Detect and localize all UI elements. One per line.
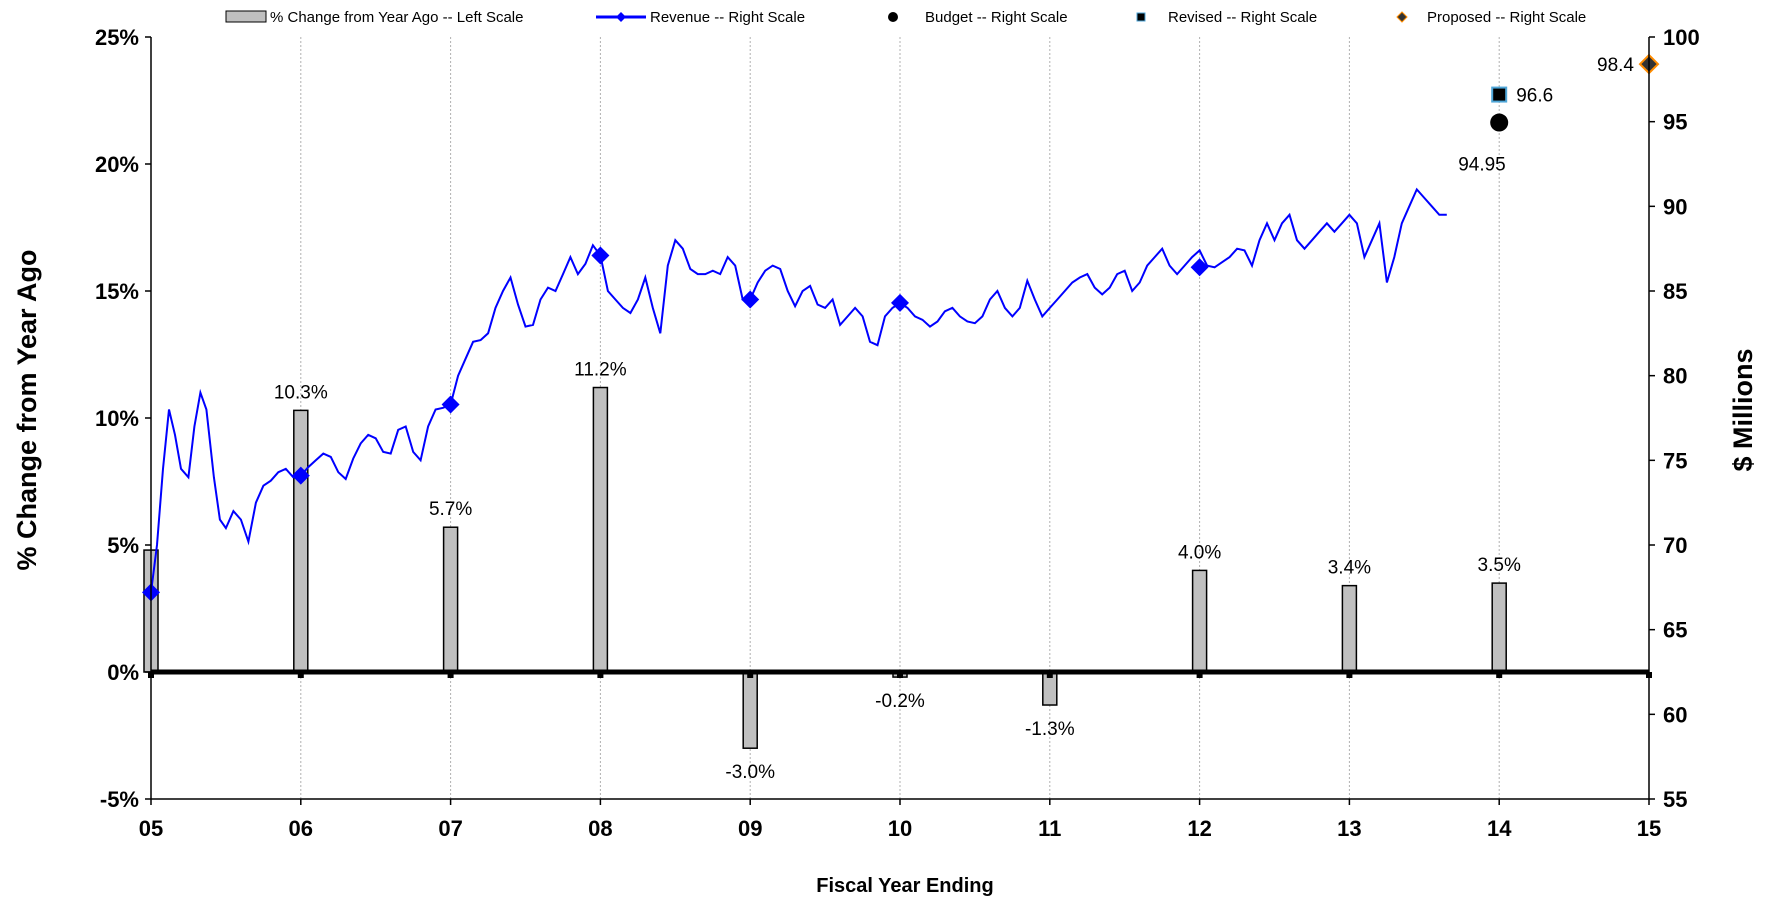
budget-revised-proposed-points: 94.95 96.6 98.4 (1458, 53, 1660, 176)
bar-label-12: 4.0% (1178, 542, 1221, 563)
right-tick-label: 95 (1663, 110, 1687, 135)
revenue-line (150, 187, 1447, 593)
zero-tick-07 (447, 672, 454, 678)
right-tick-label: 60 (1663, 702, 1687, 727)
x-tick-label: 15 (1637, 816, 1661, 841)
zero-tick-12 (1196, 672, 1203, 678)
legend-proposed-marker (1396, 11, 1408, 23)
bar-data-labels: 10.3% 5.7% 11.2% -3.0% -0.2% -1.3% 4.0% 3.4% 3.5… (274, 360, 1521, 784)
zero-tick-06 (297, 672, 304, 678)
legend-revised-text: Revised -- Right Scale (1168, 9, 1317, 26)
left-tick-label: 20% (95, 152, 139, 177)
zero-tick-11 (1046, 672, 1053, 678)
x-tick-label: 09 (738, 816, 762, 841)
x-tick-label: 06 (289, 816, 313, 841)
bar-06 (293, 409, 309, 673)
x-tick-label: 11 (1038, 816, 1061, 841)
legend-revenue-marker (616, 12, 626, 22)
legend-proposed-text: Proposed -- Right Scale (1427, 9, 1586, 26)
bar-label-14: 3.5% (1478, 555, 1521, 576)
revenue-marker-06 (291, 466, 310, 485)
bar-label-13: 3.4% (1328, 558, 1371, 579)
zero-tick-08 (597, 672, 604, 678)
legend-revised-marker (1136, 12, 1146, 22)
revenue-marker-10 (891, 293, 909, 312)
revenue-marker-07 (441, 395, 460, 414)
bar-08 (592, 386, 609, 673)
proposed-label: 98.4 (1597, 55, 1634, 76)
x-tick-label: 08 (588, 816, 612, 841)
x-tick-label: 05 (139, 816, 163, 841)
revised-point (1491, 86, 1508, 103)
right-tick-label: 80 (1663, 364, 1687, 389)
bar-09 (742, 671, 758, 749)
right-tick-label: 90 (1663, 194, 1687, 219)
zero-tick-09 (747, 672, 754, 678)
revenue-marker-12 (1190, 258, 1209, 277)
left-axis-title: % Change from Year Ago (12, 249, 42, 570)
bar-label-11: -1.3% (1025, 719, 1075, 740)
pct-change-bars (143, 386, 1507, 749)
left-tick-label: 5% (107, 533, 139, 558)
bar-12 (1191, 569, 1208, 673)
bar-label-10: -0.2% (875, 691, 925, 712)
right-axis-title: $ Millions (1728, 348, 1758, 471)
revenue-markers (142, 246, 1209, 602)
right-tick-label: 100 (1663, 25, 1700, 50)
legend-budget-text: Budget -- Right Scale (925, 9, 1068, 26)
bar-label-09: -3.0% (725, 762, 775, 783)
x-tick-label: 10 (888, 816, 912, 841)
legend-pct-swatch (225, 10, 267, 23)
left-tick-label: 10% (95, 406, 139, 431)
right-tick-label: 85 (1663, 279, 1687, 304)
revenue-marker-08 (591, 246, 610, 265)
axes: -5%0%5%10%15%20%25%556065707580859095100… (95, 25, 1700, 841)
legend-budget-marker (888, 12, 898, 22)
legend: % Change from Year Ago -- Left Scale Reve… (225, 9, 1586, 26)
bar-label-06: 10.3% (274, 382, 328, 403)
x-tick-label: 13 (1337, 816, 1361, 841)
legend-revenue-text: Revenue -- Right Scale (650, 9, 805, 26)
bar-label-08: 11.2% (574, 360, 627, 381)
right-tick-label: 55 (1663, 787, 1687, 812)
right-tick-label: 75 (1663, 448, 1687, 473)
left-tick-label: 15% (95, 279, 139, 304)
bar-14 (1491, 582, 1507, 673)
right-tick-label: 65 (1663, 618, 1687, 643)
bar-label-07: 5.7% (429, 499, 472, 520)
budget-label: 94.95 (1458, 155, 1506, 176)
left-tick-label: -5% (100, 787, 139, 812)
bar-13 (1341, 584, 1358, 673)
zero-tick-10 (897, 672, 903, 678)
vertical-gridlines (300, 37, 1500, 799)
x-tick-label: 07 (438, 816, 462, 841)
legend-pct-text: % Change from Year Ago -- Left Scale (270, 9, 523, 26)
x-axis-title: Fiscal Year Ending (816, 875, 993, 897)
zero-tick-13 (1346, 672, 1353, 678)
revenue-marker-09 (741, 290, 760, 309)
x-tick-label: 12 (1187, 816, 1211, 841)
budget-point (1490, 113, 1509, 132)
left-tick-label: 0% (107, 660, 139, 685)
zero-tick-14 (1496, 672, 1503, 678)
left-tick-label: 25% (95, 25, 139, 50)
right-tick-label: 70 (1663, 533, 1687, 558)
bar-07 (442, 526, 459, 673)
x-tick-label: 14 (1487, 816, 1512, 841)
revised-label: 96.6 (1516, 86, 1553, 107)
